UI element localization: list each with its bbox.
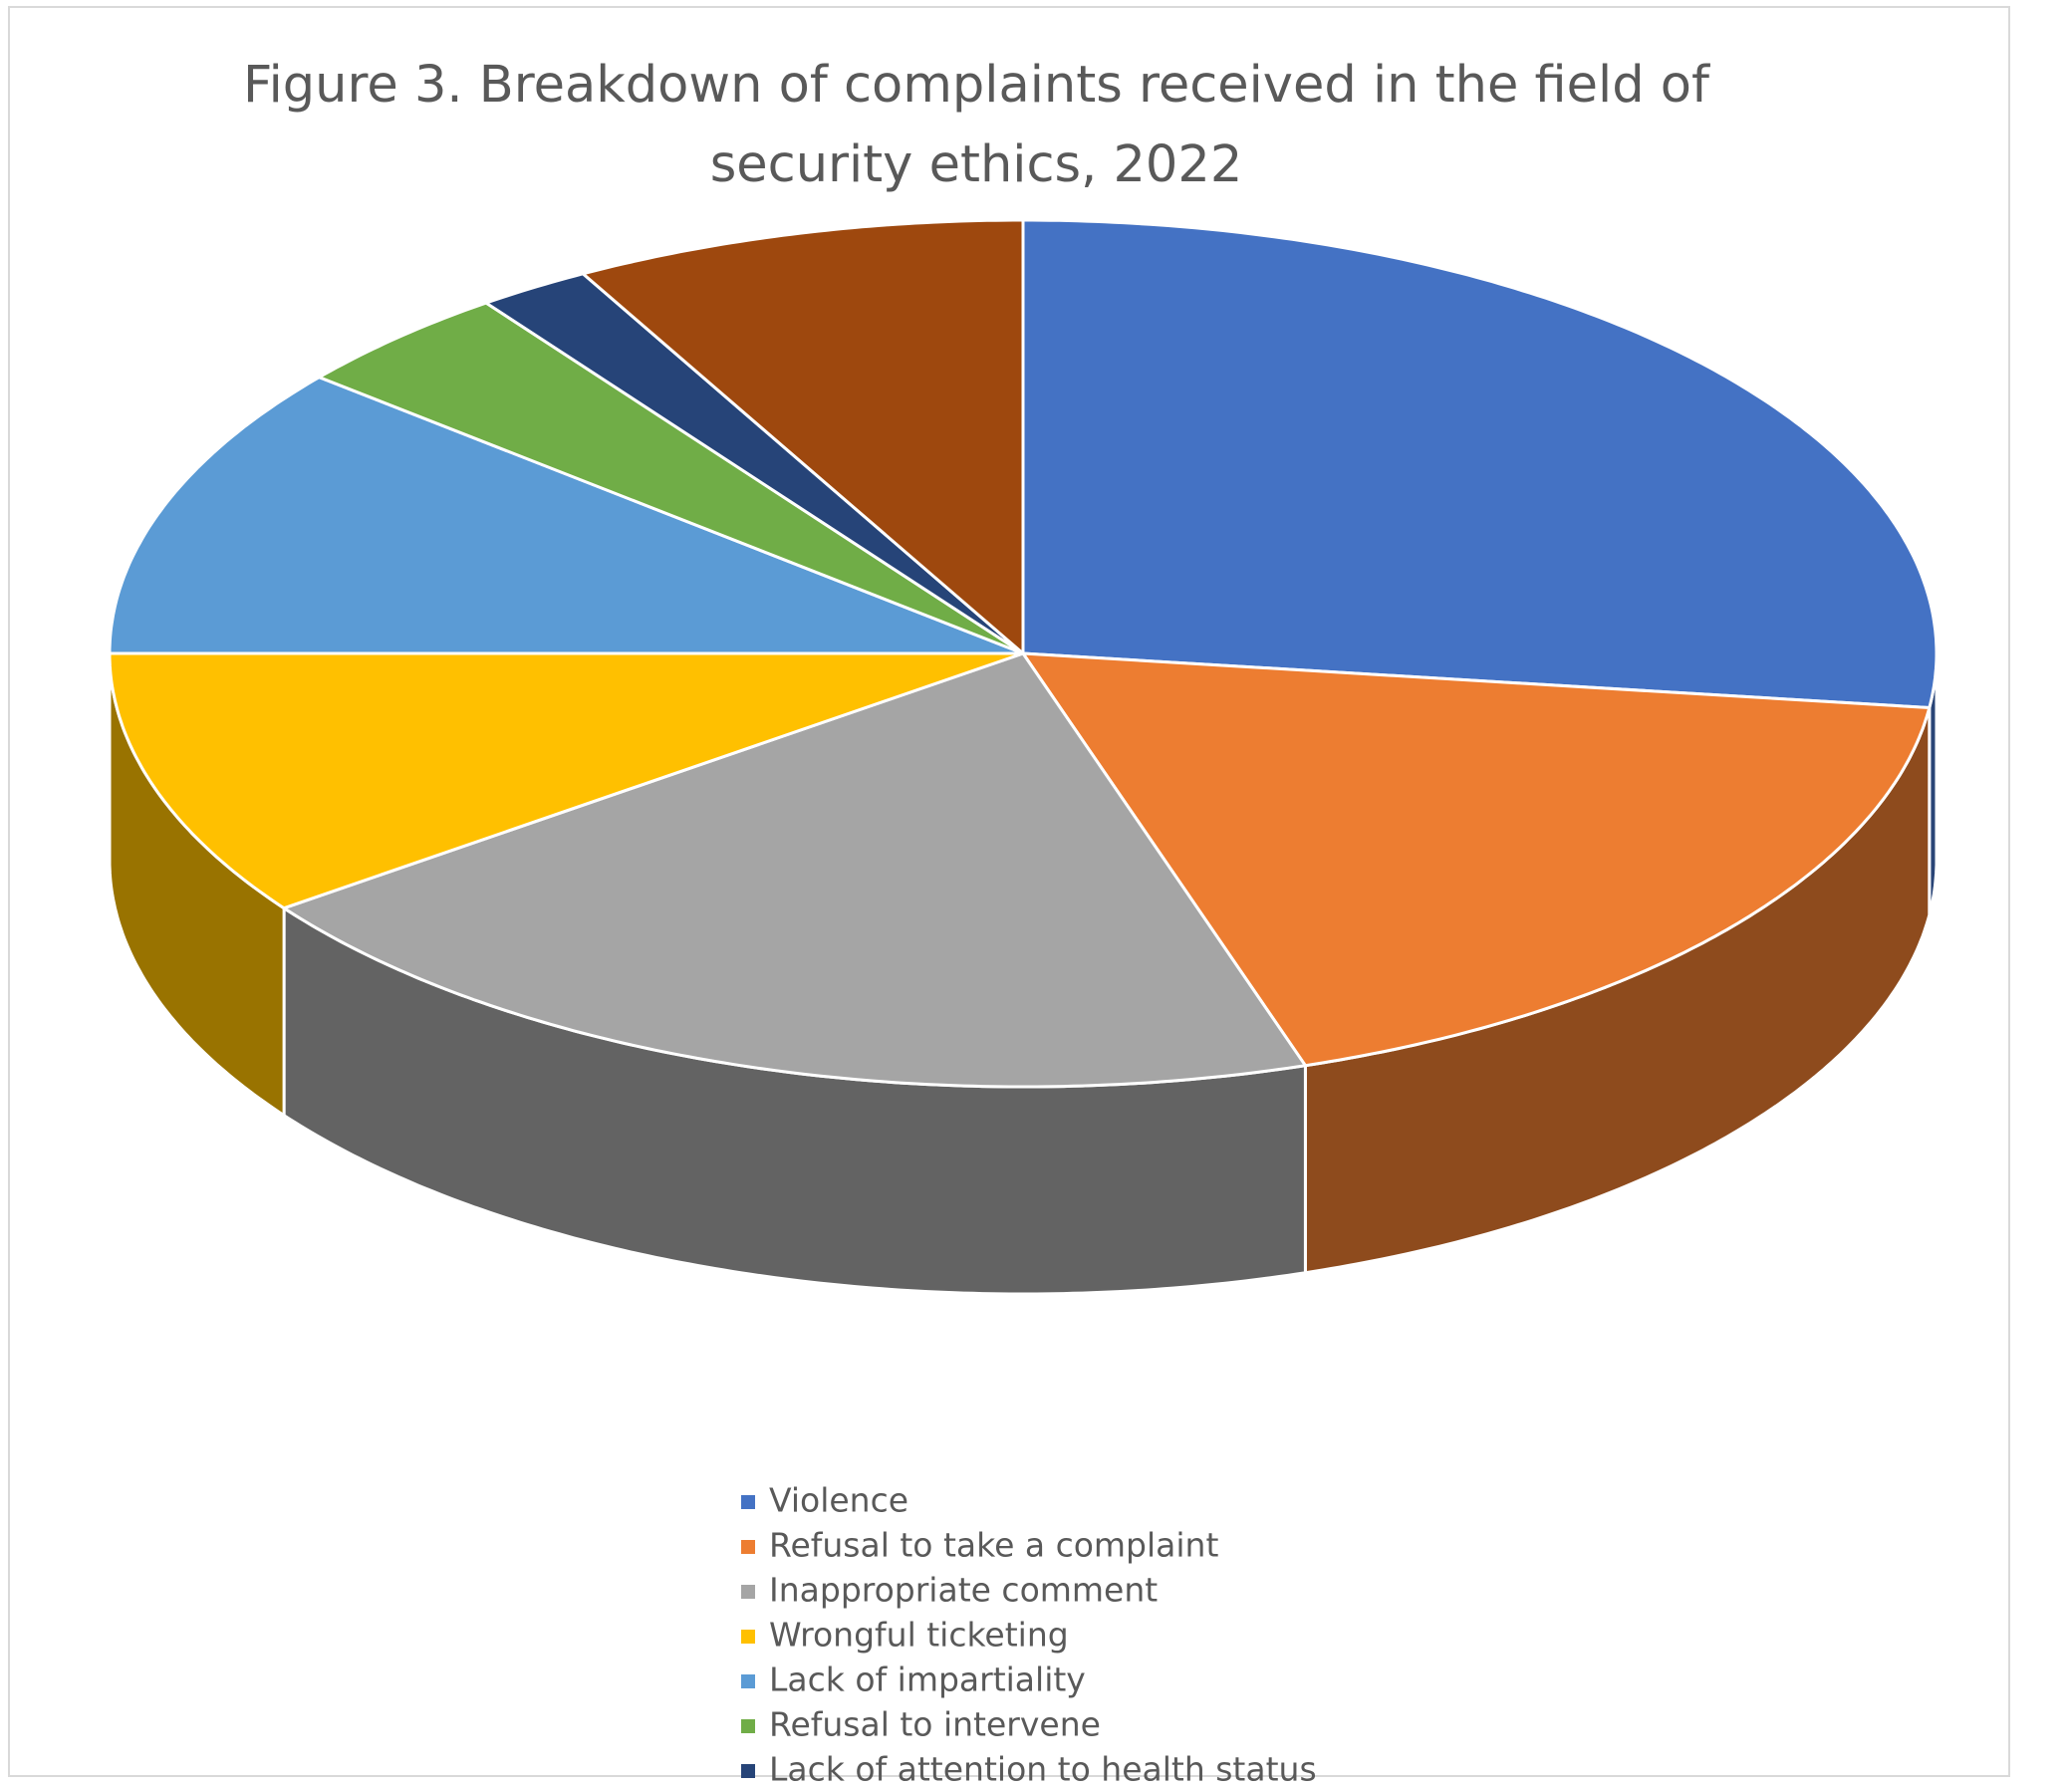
slice (1021, 218, 1939, 710)
legend-marker (741, 1719, 755, 1733)
legend-marker (741, 1495, 755, 1509)
legend-marker (741, 1540, 755, 1554)
slice (580, 218, 1025, 657)
legend-label: Violence (769, 1481, 908, 1520)
legend-label: Wrongful ticketing (769, 1616, 1069, 1655)
slice (482, 272, 1024, 655)
legend-marker (741, 1585, 755, 1599)
chart-title: Figure 3. Breakdown of complaints receiv… (243, 56, 1709, 194)
slice (1020, 651, 1932, 1068)
slice (108, 376, 1024, 655)
legend-marker (741, 1764, 755, 1778)
slice (280, 651, 1308, 1089)
slice (108, 651, 1024, 910)
legend-label: Inappropriate comment (769, 1571, 1158, 1610)
legend-marker (741, 1630, 755, 1644)
legend-label: Refusal to intervene (769, 1705, 1101, 1744)
slice (315, 301, 1024, 655)
legend-label: Lack of attention to health status (769, 1750, 1317, 1789)
legend-label: Refusal to take a complaint (769, 1526, 1218, 1565)
chart-frame (8, 6, 2010, 1777)
legend-marker (741, 1674, 755, 1688)
legend-label: Lack of impartiality (769, 1661, 1086, 1699)
